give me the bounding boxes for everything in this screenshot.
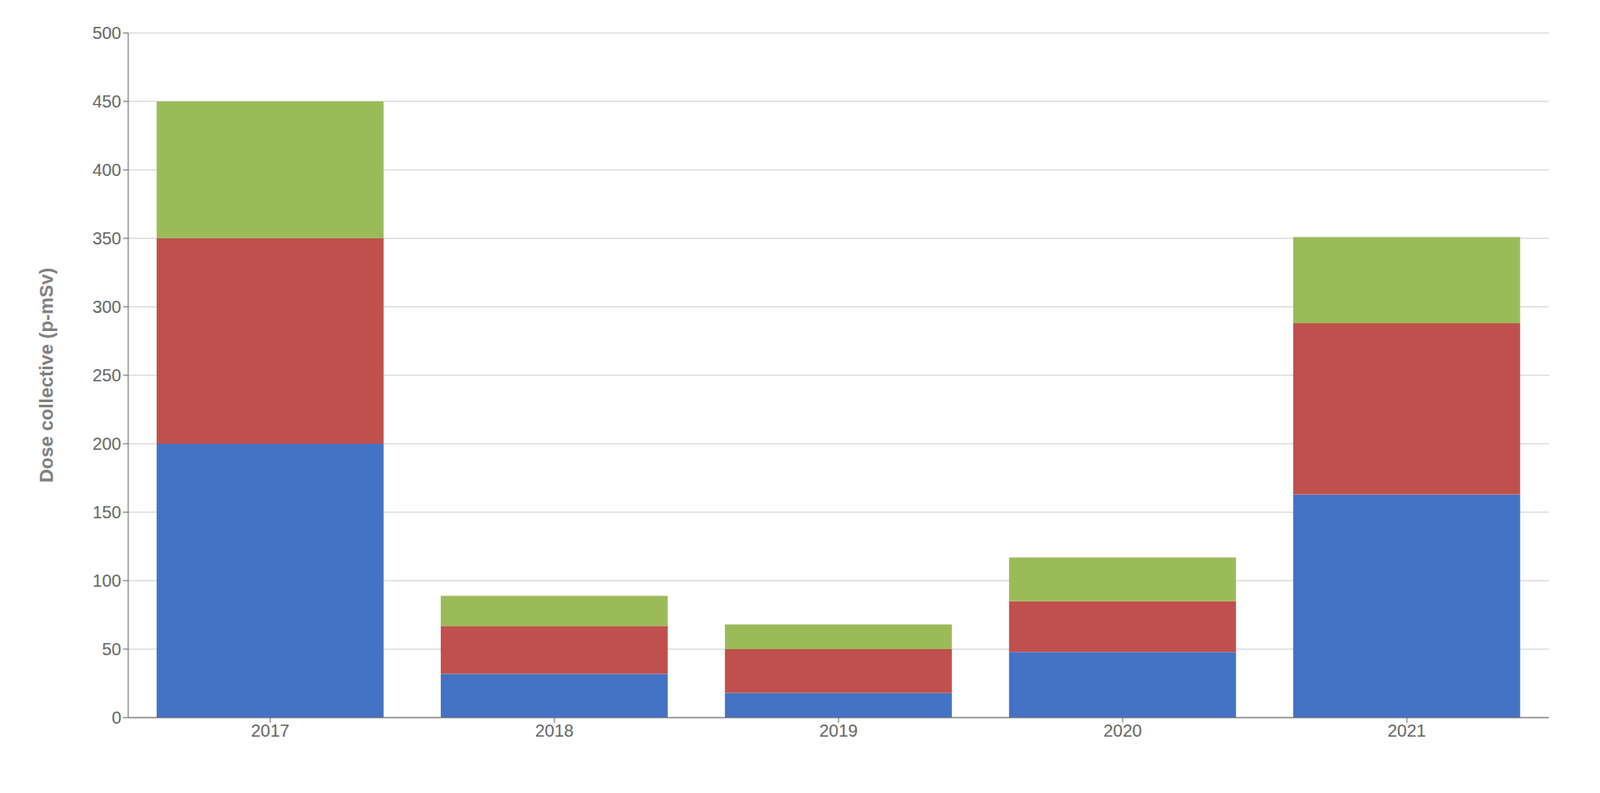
svg-text:50: 50	[102, 639, 122, 659]
svg-text:2018: 2018	[535, 720, 575, 740]
svg-text:300: 300	[92, 297, 122, 317]
svg-text:2021: 2021	[1387, 720, 1427, 740]
svg-text:400: 400	[92, 160, 122, 180]
svg-text:2017: 2017	[251, 720, 291, 740]
svg-text:2020: 2020	[1103, 720, 1143, 740]
svg-text:350: 350	[92, 228, 122, 248]
svg-text:450: 450	[92, 91, 122, 111]
svg-text:Dose collective (p-mSv): Dose collective (p-mSv)	[35, 267, 58, 483]
svg-text:2019: 2019	[819, 720, 859, 740]
svg-text:100: 100	[92, 570, 122, 590]
svg-text:200: 200	[92, 434, 122, 454]
svg-text:250: 250	[92, 365, 122, 385]
svg-text:500: 500	[92, 23, 122, 43]
svg-text:150: 150	[92, 502, 122, 522]
svg-text:0: 0	[111, 707, 122, 727]
